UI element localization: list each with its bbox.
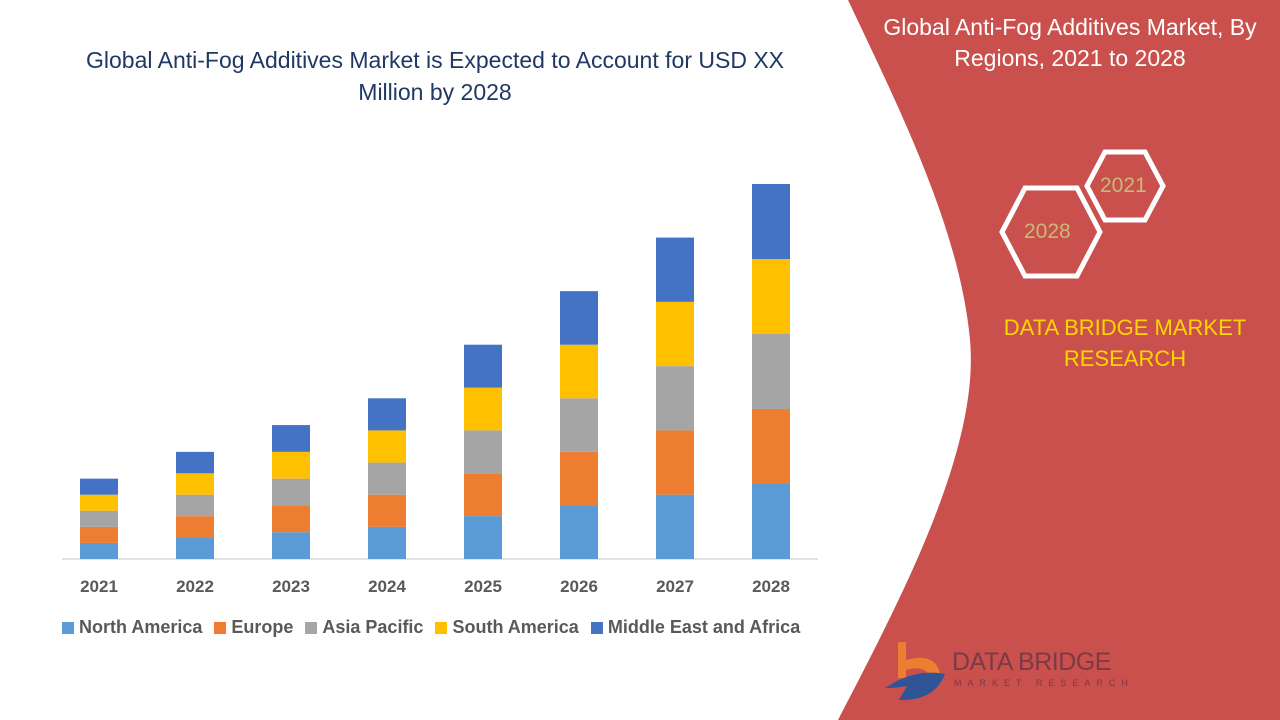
legend-item: Asia Pacific <box>305 617 423 638</box>
bar-segment-2023-asia-pacific <box>272 478 310 506</box>
bar-segment-2024-europe <box>368 494 406 527</box>
x-tick-label: 2027 <box>656 577 694 596</box>
bar-segment-2027-south-america <box>656 301 694 367</box>
legend-swatch <box>435 621 448 634</box>
legend: North America Europe Asia Pacific South … <box>62 617 800 638</box>
x-tick-label: 2023 <box>272 577 310 596</box>
bar-segment-2021-middle-east-and-africa <box>80 478 118 495</box>
side-panel <box>838 0 1280 720</box>
bar-segment-2028-south-america <box>752 259 790 334</box>
bar-segment-2028-europe <box>752 409 790 484</box>
bar-segment-2027-europe <box>656 430 694 495</box>
bar-segment-2025-north-america <box>464 516 502 559</box>
hex-label-2021: 2021 <box>1100 174 1147 197</box>
legend-label: Europe <box>231 617 294 637</box>
logo-name: DATA BRIDGE <box>952 648 1111 676</box>
hexagon-2028-icon <box>999 185 1103 279</box>
legend-swatch <box>590 621 603 634</box>
bar-segment-2023-europe <box>272 505 310 533</box>
x-tick-label: 2021 <box>80 577 118 596</box>
chart-title: Global Anti-Fog Additives Market is Expe… <box>86 47 784 105</box>
bar-segment-2025-europe <box>464 473 502 517</box>
legend-item: Europe <box>214 617 293 638</box>
bar-segment-2021-south-america <box>80 494 118 511</box>
hexagon-2021-icon <box>1084 149 1166 223</box>
bar-segment-2021-asia-pacific <box>80 510 118 527</box>
bar-segment-2026-asia-pacific <box>560 398 598 452</box>
bar-segment-2027-asia-pacific <box>656 366 694 431</box>
bar-segment-2026-south-america <box>560 344 598 399</box>
bar-segment-2025-south-america <box>464 387 502 431</box>
legend-item: North America <box>62 617 202 638</box>
bar-segment-2024-asia-pacific <box>368 462 406 495</box>
bar-segment-2021-north-america <box>80 542 118 559</box>
x-tick-labels: 2021 2022 2023 2024 2025 2026 2027 2028 <box>80 577 790 596</box>
logo-icon <box>885 642 945 700</box>
brand-text: DATA BRIDGE MARKET RESEARCH <box>1003 315 1247 371</box>
x-tick-label: 2022 <box>176 577 214 596</box>
bar-segment-2026-europe <box>560 451 598 506</box>
bar-segment-2023-south-america <box>272 451 310 479</box>
legend-swatch <box>214 621 227 634</box>
bar-segment-2022-north-america <box>176 537 214 559</box>
bar-segment-2021-europe <box>80 526 118 543</box>
hex-label-2028: 2028 <box>1024 220 1071 243</box>
bar-segment-2022-south-america <box>176 473 214 495</box>
bar-segment-2028-north-america <box>752 484 790 559</box>
bar-segment-2025-asia-pacific <box>464 430 502 474</box>
legend-label: Asia Pacific <box>322 617 424 637</box>
bars <box>80 184 790 559</box>
x-tick-label: 2025 <box>464 577 502 596</box>
bar-segment-2023-middle-east-and-africa <box>272 425 310 452</box>
legend-item: South America <box>435 617 579 638</box>
bar-segment-2026-north-america <box>560 505 598 559</box>
bar-segment-2028-middle-east-and-africa <box>752 184 790 259</box>
logo-tagline: MARKET RESEARCH <box>954 678 1134 688</box>
x-tick-label: 2024 <box>368 577 406 596</box>
legend-label: North America <box>79 617 203 637</box>
x-tick-label: 2026 <box>560 577 598 596</box>
legend-label: South America <box>452 617 579 637</box>
bar-segment-2022-asia-pacific <box>176 494 214 517</box>
legend-item: Middle East and Africa <box>590 617 801 638</box>
bar-segment-2026-middle-east-and-africa <box>560 291 598 345</box>
legend-label: Middle East and Africa <box>607 617 801 637</box>
bar-segment-2027-north-america <box>656 494 694 559</box>
bar-segment-2024-north-america <box>368 526 406 559</box>
bar-segment-2022-europe <box>176 516 214 538</box>
bar-segment-2028-asia-pacific <box>752 334 790 409</box>
bar-segment-2024-middle-east-and-africa <box>368 398 406 431</box>
bar-segment-2027-middle-east-and-africa <box>656 237 694 302</box>
x-tick-label: 2028 <box>752 577 790 596</box>
legend-swatch <box>305 621 318 634</box>
bar-segment-2024-south-america <box>368 430 406 463</box>
bar-segment-2025-middle-east-and-africa <box>464 344 502 388</box>
bar-segment-2023-north-america <box>272 532 310 559</box>
bar-segment-2022-middle-east-and-africa <box>176 451 214 474</box>
side-panel-title: Global Anti-Fog Additives Market, By Reg… <box>883 14 1257 71</box>
legend-swatch <box>62 621 74 634</box>
